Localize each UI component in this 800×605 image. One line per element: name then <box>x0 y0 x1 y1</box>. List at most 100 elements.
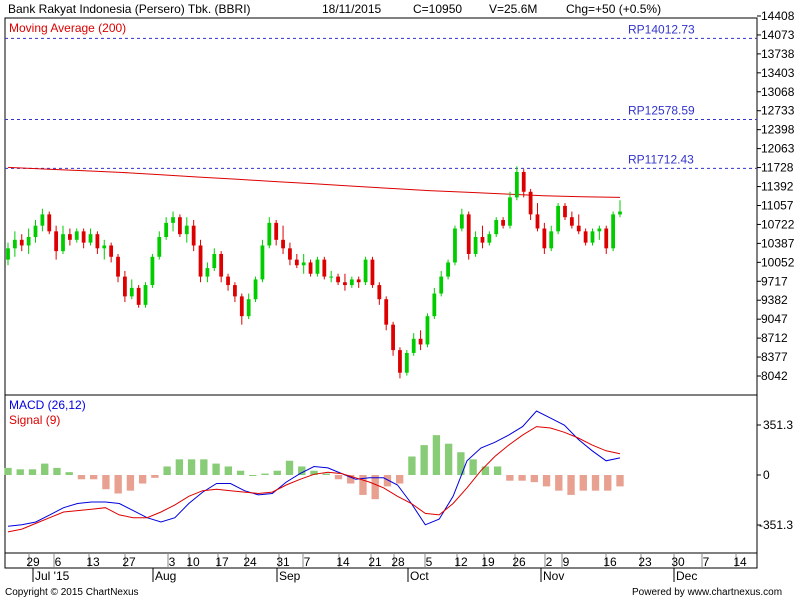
powered-by-text: Powered by www.chartnexus.com <box>632 587 783 598</box>
chart-frame <box>4 17 758 569</box>
candle-body <box>370 259 375 286</box>
candle-body <box>356 279 361 283</box>
macd-histogram-bar <box>236 470 245 475</box>
candle-body <box>274 222 279 240</box>
candle-body <box>136 287 141 305</box>
macd-histogram-bar <box>420 445 428 475</box>
candle-body <box>535 214 540 229</box>
macd-histogram-bar <box>371 475 379 500</box>
price-tick-label: 9047 <box>761 312 788 326</box>
price-tick-label: 13738 <box>761 47 795 61</box>
candle-body <box>109 245 114 257</box>
candle-body <box>418 338 423 345</box>
x-tick-label: 30 <box>671 555 685 569</box>
candle-body <box>349 279 354 286</box>
candle-body <box>377 285 382 300</box>
copyright-text: Copyright © 2015 ChartNexus <box>5 587 139 598</box>
macd-histogram-bar <box>481 466 490 475</box>
x-tick-label: 13 <box>86 555 100 569</box>
macd-histogram-bar <box>138 475 147 484</box>
candle-body <box>549 231 554 249</box>
candle-body <box>480 236 485 243</box>
candle-body <box>583 231 588 243</box>
candle-body <box>597 228 602 232</box>
price-tick-label: 8712 <box>761 331 788 345</box>
candle-body <box>164 222 169 237</box>
price-tick-label: 13068 <box>761 85 795 99</box>
macd-histogram-bar <box>90 475 98 480</box>
x-tick-label: 16 <box>603 555 617 569</box>
candle-body <box>439 276 444 294</box>
macd-histogram-bar <box>249 475 257 476</box>
candle-body <box>253 279 258 300</box>
macd-histogram-bar <box>28 469 37 475</box>
x-tick-label: 21 <box>368 555 382 569</box>
candle-body <box>466 214 471 254</box>
candle-body <box>157 236 162 257</box>
macd-histogram-bar <box>126 475 135 491</box>
price-tick-label: 12733 <box>761 104 795 118</box>
macd-histogram-bar <box>555 475 563 491</box>
x-tick-label: 14 <box>733 555 747 569</box>
candle-body <box>308 262 313 274</box>
candle-body <box>239 296 244 317</box>
macd-histogram-bar <box>53 467 61 475</box>
macd-histogram-bar <box>493 466 502 475</box>
candle-body <box>246 299 251 317</box>
candle-body <box>604 228 609 249</box>
candle-body <box>432 293 437 317</box>
candle-body <box>343 282 347 286</box>
candle-body <box>315 259 320 274</box>
price-tick-label: 11392 <box>761 180 794 194</box>
macd-histogram-bar <box>200 459 208 475</box>
price-tick-label: 14073 <box>761 28 795 42</box>
macd-histogram-bar <box>212 463 220 475</box>
candle-body <box>404 352 409 373</box>
signal-line <box>7 426 621 533</box>
candle-body <box>178 217 182 235</box>
macd-histogram-bar <box>41 463 49 475</box>
macd-histogram-bar <box>506 475 514 481</box>
macd-histogram-bar <box>310 470 318 475</box>
candle-body <box>233 285 237 297</box>
macd-histogram-bar <box>530 475 538 483</box>
macd-histogram-bar <box>261 473 269 475</box>
candle-body <box>226 276 230 286</box>
x-tick-label: 10 <box>186 555 200 569</box>
candle-body <box>198 245 203 277</box>
price-tick-label: 13403 <box>761 66 795 80</box>
candle-body <box>40 214 45 226</box>
candle-body <box>95 234 100 249</box>
x-tick-label: 27 <box>122 555 136 569</box>
candle-body <box>81 231 86 243</box>
x-tick-label: 19 <box>481 555 495 569</box>
macd-tick-label: -351.3 <box>759 518 793 532</box>
macd-histogram-bar <box>77 475 86 480</box>
candle-body <box>618 211 622 215</box>
candle-body <box>514 171 519 198</box>
x-month-label: Aug <box>155 569 176 583</box>
candle-body <box>116 256 120 277</box>
candle-body <box>453 228 457 263</box>
date-label: 18/11/2015 <box>322 2 382 16</box>
candle-body <box>54 231 59 252</box>
candle-body <box>143 285 148 305</box>
macd-histogram-bar <box>4 467 12 475</box>
x-tick-label: 23 <box>638 555 652 569</box>
macd-histogram-bar <box>175 459 184 475</box>
candle-body <box>411 338 416 353</box>
candle-body <box>19 239 24 246</box>
macd-histogram-bar <box>347 475 355 484</box>
macd-histogram-bar <box>518 475 526 481</box>
change-label: Chg=+50 (+0.5%) <box>566 2 662 16</box>
candle-body <box>542 228 547 249</box>
x-month-label: Dec <box>676 569 697 583</box>
macd-line <box>7 410 621 527</box>
price-tick-label: 11057 <box>761 199 794 213</box>
candle-body <box>74 231 79 240</box>
candle-body <box>150 256 155 286</box>
macd-histogram-bar <box>359 475 367 495</box>
price-tick-label: 8042 <box>761 369 788 383</box>
resistance-label: RP11712.43 <box>628 152 694 166</box>
